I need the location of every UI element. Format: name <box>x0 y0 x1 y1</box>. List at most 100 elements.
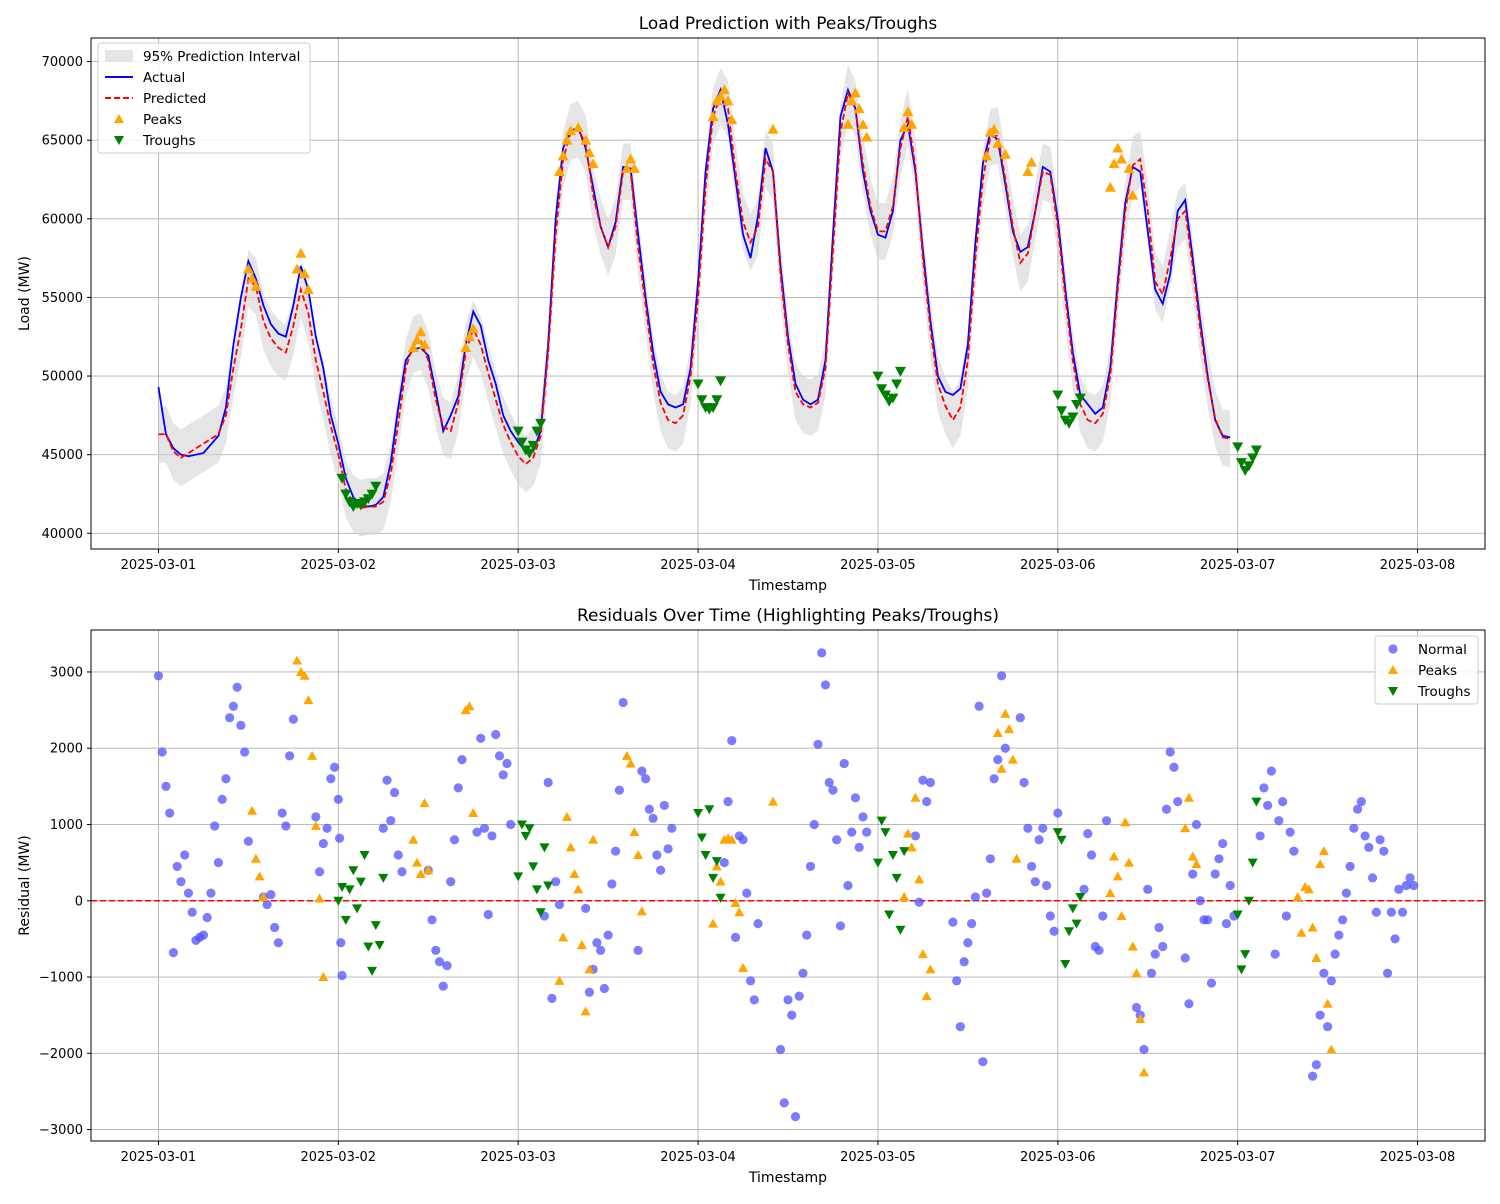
normal-point <box>337 970 347 981</box>
y-axis-label: Residual (MW) <box>17 835 33 935</box>
trough-point <box>1064 927 1075 937</box>
trough-marker <box>535 418 547 429</box>
normal-point <box>925 777 935 788</box>
trough-marker <box>1056 406 1068 417</box>
trough-point <box>344 885 355 895</box>
peak-marker <box>463 331 475 342</box>
peak-marker <box>625 153 637 164</box>
peak-marker <box>861 131 873 142</box>
normal-point <box>389 787 400 798</box>
normal-point <box>787 1010 797 1020</box>
trough-point <box>891 873 902 883</box>
peak-point <box>1292 891 1303 901</box>
legend-swatch-peaks <box>114 114 124 123</box>
peak-point <box>1127 941 1138 951</box>
peak-point <box>1296 927 1307 937</box>
normal-point <box>336 938 346 948</box>
trough-point <box>528 862 539 872</box>
normal-point <box>457 755 467 765</box>
trough-marker <box>523 448 535 459</box>
peak-marker <box>460 342 472 353</box>
peak-point <box>1011 853 1022 863</box>
peak-point <box>992 727 1003 737</box>
peak-marker <box>988 123 1000 134</box>
trough-point <box>899 847 910 857</box>
normal-point <box>494 751 505 761</box>
normal-point <box>1173 797 1183 807</box>
legend-predicted-label: Predicted <box>143 91 206 107</box>
peak-point <box>730 898 741 908</box>
trough-point <box>340 915 351 925</box>
y-tick-label: 50000 <box>42 370 83 385</box>
normal-point <box>427 915 437 925</box>
peak-marker <box>1026 156 1038 167</box>
peak-marker <box>561 134 573 145</box>
normal-point <box>1038 823 1048 833</box>
peak-point <box>584 964 595 974</box>
trough-marker <box>1235 458 1247 469</box>
peak-point <box>738 962 749 972</box>
normal-point <box>1397 907 1408 917</box>
trough-marker <box>1247 453 1259 464</box>
normal-point <box>221 774 231 784</box>
peak-point <box>1180 823 1191 833</box>
peak-marker <box>628 163 640 173</box>
normal-point <box>434 957 445 967</box>
normal-point <box>985 854 995 864</box>
trough-point <box>1247 858 1258 868</box>
normal-point <box>1394 884 1404 894</box>
peak-marker <box>302 284 314 294</box>
peak-marker <box>842 118 854 129</box>
peak-point <box>1311 952 1322 962</box>
trough-point <box>531 885 542 895</box>
normal-point <box>1131 1002 1142 1013</box>
peak-marker <box>572 122 584 133</box>
normal-point <box>472 827 482 837</box>
peak-marker <box>849 87 861 98</box>
peak-point <box>734 907 745 917</box>
trough-point <box>1232 910 1243 920</box>
normal-point <box>1203 915 1213 925</box>
normal-point <box>745 976 756 986</box>
normal-point <box>506 819 516 830</box>
trough-point <box>715 893 726 903</box>
x-tick-label: 2025-03-03 <box>480 558 556 573</box>
peak-marker <box>707 111 719 122</box>
normal-point <box>180 850 190 860</box>
trough-marker <box>1063 418 1075 429</box>
normal-point <box>727 735 737 746</box>
trough-point <box>370 921 381 931</box>
normal-point <box>213 858 224 868</box>
trough-point <box>1236 965 1247 975</box>
x-tick-label: 2025-03-07 <box>1200 558 1276 573</box>
trough-point <box>520 831 531 841</box>
normal-point <box>1255 831 1265 841</box>
peak-point <box>768 796 779 806</box>
peak-marker <box>857 118 869 129</box>
trough-point <box>704 805 715 815</box>
normal-point <box>783 995 793 1005</box>
peak-point <box>1131 968 1142 978</box>
peak-point <box>1000 708 1011 718</box>
peak-marker <box>999 148 1011 159</box>
trough-point <box>378 873 389 883</box>
normal-point <box>862 827 872 837</box>
normal-point <box>502 758 512 769</box>
normal-point <box>236 720 246 730</box>
peak-marker <box>906 118 918 129</box>
x-tick-label: 2025-03-06 <box>1020 558 1096 573</box>
peak-point <box>1109 851 1120 861</box>
peak-point <box>921 991 932 1001</box>
normal-point <box>1278 797 1288 807</box>
normal-point <box>176 877 186 887</box>
peak-point <box>1303 884 1314 894</box>
trough-point <box>1067 904 1078 914</box>
normal-point <box>1345 861 1355 872</box>
peak-marker <box>1127 189 1139 200</box>
peak-point <box>621 750 632 760</box>
peak-point <box>1135 1013 1146 1023</box>
normal-point <box>1349 823 1359 833</box>
normal-point <box>832 835 842 845</box>
plot-area-residuals <box>91 648 1485 1122</box>
normal-point <box>386 816 396 826</box>
